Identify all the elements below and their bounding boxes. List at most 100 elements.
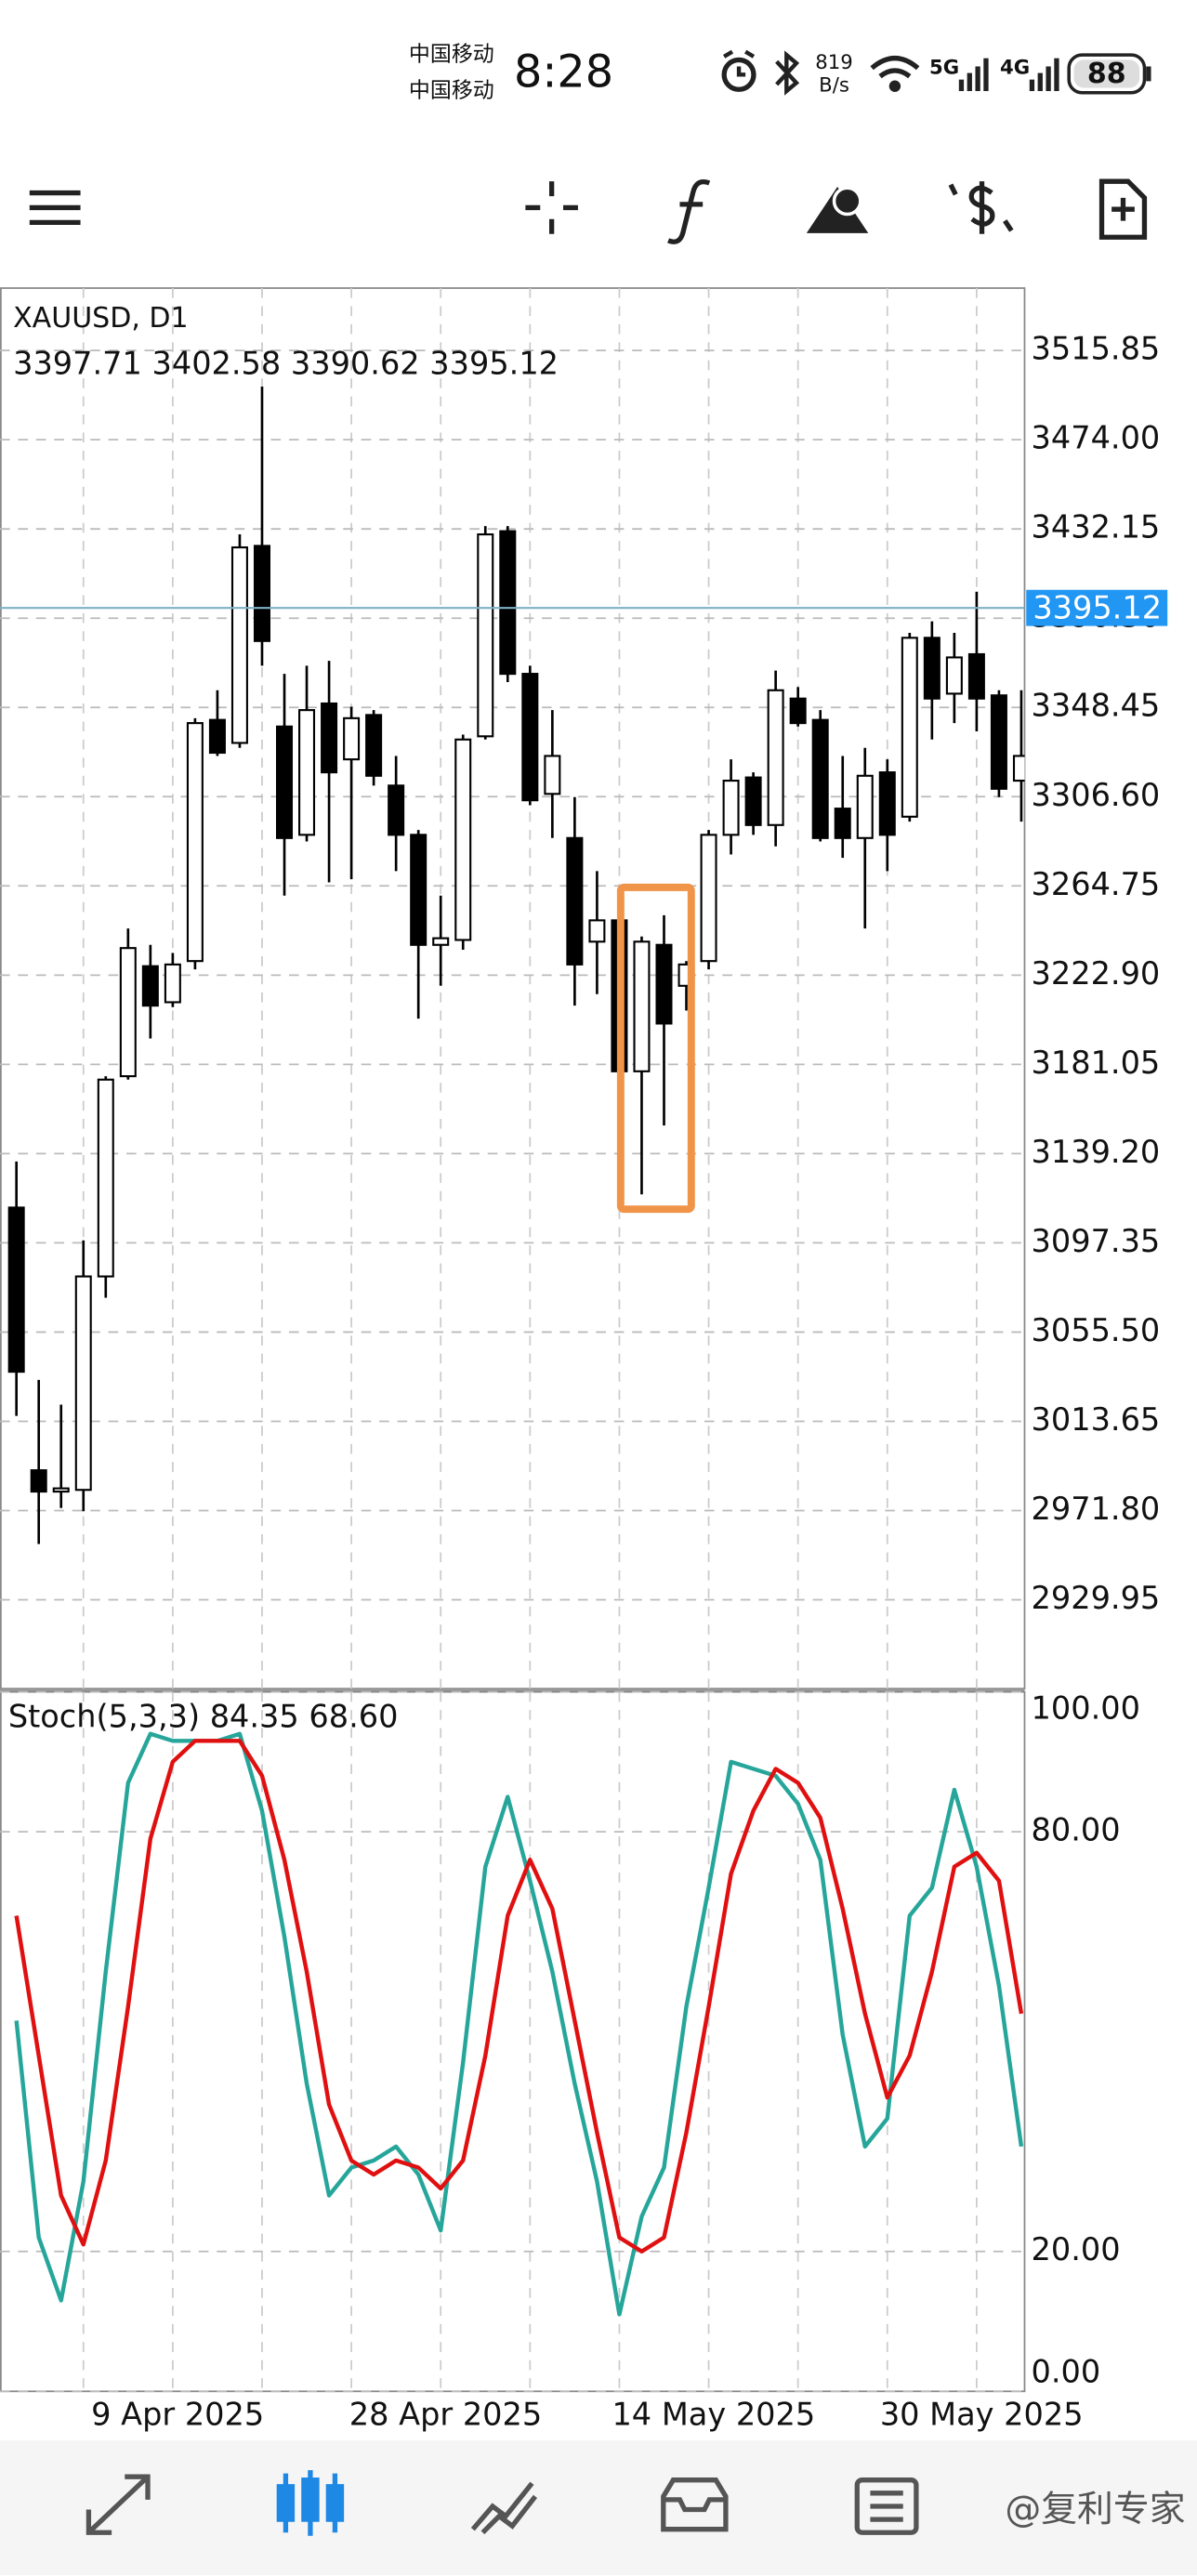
candle-body [275, 725, 294, 839]
toolbar [29, 178, 1148, 244]
y-tick-label: 20.00 [1032, 2231, 1121, 2267]
stoch-lines [14, 1731, 1024, 2317]
trade-button[interactable] [948, 181, 1014, 234]
objects-button[interactable] [806, 186, 869, 233]
stoch-line [14, 1731, 1024, 2317]
chart-tab[interactable] [276, 2470, 345, 2536]
candle-body [141, 965, 159, 1007]
quotes-tab[interactable] [86, 2474, 151, 2535]
y-tick-label: 3013.65 [1032, 1401, 1161, 1438]
candle-body [74, 1275, 92, 1492]
candle-body [544, 755, 561, 795]
candle-body [230, 545, 248, 744]
candle-body [52, 1487, 70, 1493]
candle-body [767, 689, 784, 826]
stoch-line [14, 1739, 1024, 2254]
watermark: @复利专家 [1005, 2489, 1185, 2530]
labels: 3515.853474.003432.153390.303348.453306.… [91, 331, 1168, 2432]
candle-body [521, 673, 539, 802]
candle-body [834, 808, 851, 839]
y-tick-label: 3139.20 [1032, 1134, 1161, 1170]
y-tick-label: 3055.50 [1032, 1312, 1161, 1348]
bluetooth-icon [775, 50, 800, 96]
candle-body [967, 652, 985, 700]
clock: 8:28 [514, 46, 613, 98]
candle-body [990, 694, 1007, 790]
candle-body [789, 697, 807, 725]
candle-body [454, 738, 472, 941]
net-speed-unit: B/s [819, 73, 849, 97]
candle-body [588, 919, 606, 943]
battery-level [1073, 59, 1140, 88]
y-tick-label: 2929.95 [1032, 1580, 1161, 1616]
crosshair-button[interactable] [525, 181, 578, 234]
candle-body [744, 776, 762, 826]
trade-tab[interactable] [470, 2481, 538, 2535]
battery-icon [1067, 53, 1147, 95]
network-type: 5G [929, 55, 959, 78]
ohlc-readout: 3397.71 3402.58 3390.62 3395.12 [13, 346, 559, 382]
candle-body [119, 947, 137, 1078]
y-tick-label: 3432.15 [1032, 509, 1161, 545]
candle-body [164, 963, 181, 1004]
y-tick-label: 3348.45 [1032, 688, 1161, 724]
candle-body [566, 836, 584, 966]
candle-body [298, 709, 316, 836]
y-tick-label: 100.00 [1032, 1690, 1140, 1727]
candle-body [7, 1206, 25, 1373]
candle-body [343, 716, 361, 761]
candle-body [186, 722, 204, 963]
network-type: 4G [1000, 55, 1030, 78]
candle-body [30, 1469, 47, 1493]
candle-body [477, 532, 494, 738]
y-tick-label: 3097.35 [1032, 1223, 1161, 1259]
new-order-button[interactable] [1098, 178, 1148, 240]
net-speed: 819 [815, 50, 852, 73]
candle-body [655, 943, 673, 1025]
status-bar: 中国移动 中国移动 8:28 819 B/s 5G 4G 88 [409, 43, 1151, 103]
y-tick-label: 3264.75 [1032, 866, 1161, 902]
candle-body [388, 784, 405, 836]
y-tick-label: 3474.00 [1032, 420, 1161, 456]
wifi-icon [870, 56, 920, 92]
symbol-title: XAUUSD, D1 [13, 302, 189, 335]
news-tab[interactable] [854, 2477, 919, 2535]
x-tick-label: 30 May 2025 [880, 2396, 1084, 2432]
candle-body [499, 530, 517, 676]
candle-body [97, 1078, 114, 1278]
y-tick-label: 3181.05 [1032, 1045, 1161, 1081]
y-tick-label: 3222.90 [1032, 955, 1161, 992]
alarm-icon [721, 49, 756, 92]
candle-body [410, 834, 428, 946]
candle-body [365, 714, 383, 777]
history-tab[interactable] [661, 2477, 729, 2532]
candle-body [722, 780, 740, 836]
carrier: 中国移动 [409, 78, 494, 102]
carrier: 中国移动 [409, 43, 494, 67]
x-tick-label: 14 May 2025 [612, 2396, 815, 2432]
indicators-button[interactable] [667, 178, 711, 244]
candle-body [700, 834, 717, 963]
x-tick-label: 9 Apr 2025 [91, 2396, 264, 2432]
price-label-bg [1026, 589, 1168, 626]
stoch-title: Stoch(5,3,3) 84.35 68.60 [8, 1698, 399, 1734]
candle-body [878, 771, 896, 836]
candle-body [208, 718, 226, 755]
bottom-nav [0, 2440, 1197, 2576]
candle-body [945, 656, 963, 695]
candle-body [923, 637, 940, 700]
menu-button[interactable] [29, 190, 81, 225]
y-tick-label: 0.00 [1032, 2353, 1101, 2389]
candle-body [856, 774, 874, 839]
signal-icon [1029, 58, 1059, 91]
y-tick-label: 3515.85 [1032, 331, 1161, 367]
highlight-box [616, 883, 695, 1214]
candle-body [321, 702, 338, 774]
candle-body [432, 937, 450, 946]
candle-body [811, 718, 829, 839]
candles [0, 387, 1025, 1544]
candle-body [253, 545, 270, 642]
